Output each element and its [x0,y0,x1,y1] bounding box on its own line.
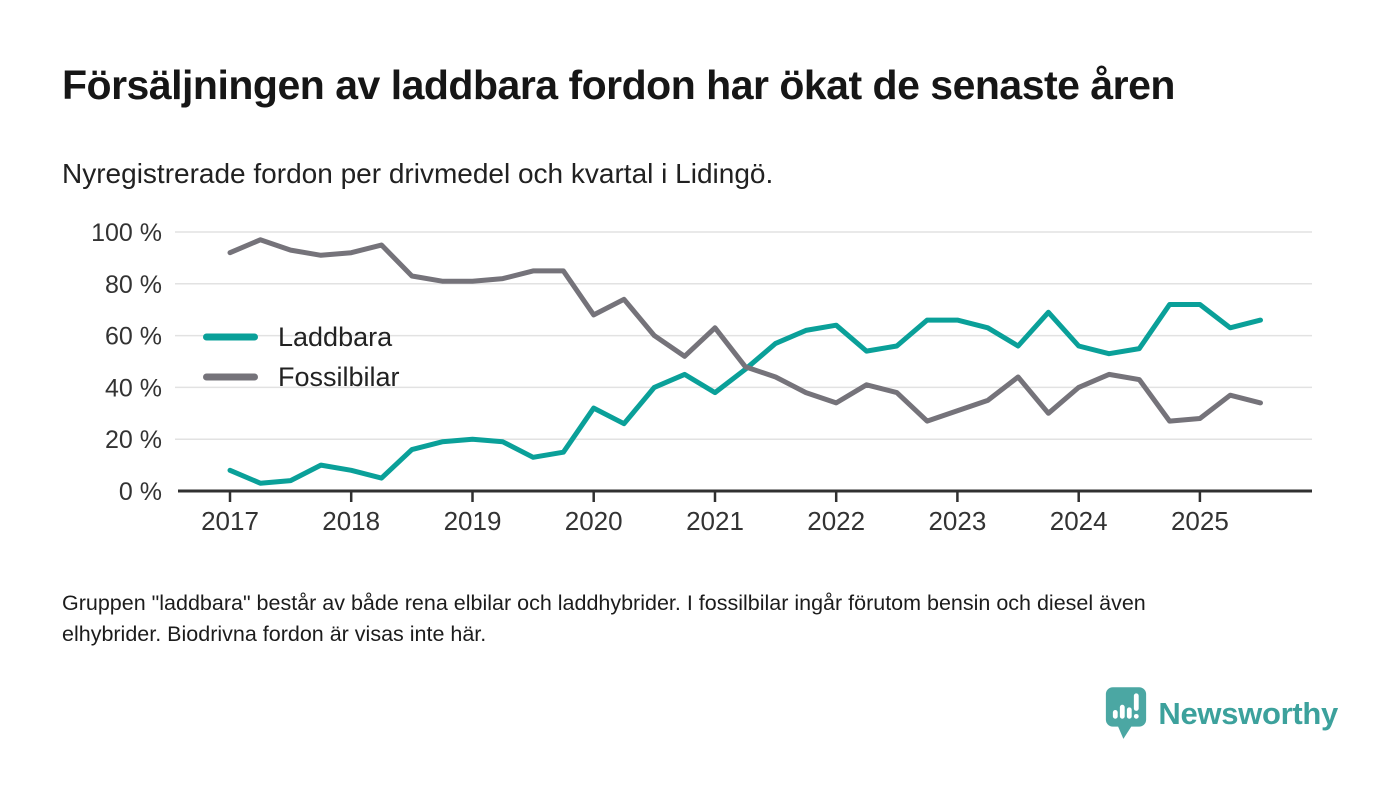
y-axis-tick-label: 60 % [105,323,162,351]
y-axis-tick-label: 0 % [119,478,162,506]
x-axis-tick-label: 2025 [1171,506,1229,536]
logo-bar-1 [1113,710,1119,719]
footnote-line-1: Gruppen "laddbara" består av både rena e… [62,591,1146,615]
x-axis-tick-label: 2023 [928,506,986,536]
line-chart-svg: 0 % 20 % 40 % 60 % 80 % 100 % Laddbara Fossilbi… [91,219,1312,536]
newsworthy-logo: Newsworthy [1105,686,1338,741]
newsworthy-logo-text: Newsworthy [1158,695,1338,731]
legend-label: Laddbara [278,322,393,352]
page-title: Försäljningen av laddbara fordon har öka… [62,62,1175,108]
x-axis-ticks [228,491,1202,502]
chart-subtitle: Nyregistrerade fordon per drivmedel och … [62,158,774,189]
legend-label: Fossilbilar [278,362,400,392]
y-axis-tick-label: 100 % [91,219,162,247]
x-axis-tick-label: 2019 [444,506,502,536]
x-axis-tick-label: 2024 [1050,506,1108,536]
chart-footnote: Gruppen "laddbara" består av både rena e… [62,588,1146,650]
legend-item-laddbara: Laddbara [203,322,393,352]
logo-bar-2 [1120,704,1126,719]
x-axis-tick-label: 2018 [322,506,380,536]
legend-item-fossilbilar: Fossilbilar [203,362,400,392]
newsworthy-logo-icon [1106,687,1147,739]
grid-lines [175,231,1312,440]
legend: Laddbara Fossilbilar [203,322,400,392]
x-axis-tick-label: 2022 [807,506,865,536]
y-axis-labels: 0 % 20 % 40 % 60 % 80 % 100 % [91,219,162,506]
x-axis-tick-label: 2017 [201,506,259,536]
series-line-fossilbilar [227,237,1263,424]
y-axis-tick-label: 80 % [105,271,162,299]
legend-swatch [203,373,258,381]
x-axis-tick-label: 2021 [686,506,744,536]
logo-bar-3 [1127,707,1133,719]
logo-bubble-shape [1106,687,1147,739]
logo-exclamation-bar [1134,693,1140,711]
logo-exclamation-dot [1134,713,1140,719]
y-axis-tick-label: 20 % [105,426,162,454]
footnote-line-2: elhybrider. Biodrivna fordon är visas in… [62,622,487,646]
x-axis-tick-label: 2020 [565,506,623,536]
x-axis-labels: 2017 2018 2019 2020 2021 2022 2023 2024 2025 [201,506,1229,536]
legend-swatch [203,333,258,341]
y-axis-tick-label: 40 % [105,374,162,402]
